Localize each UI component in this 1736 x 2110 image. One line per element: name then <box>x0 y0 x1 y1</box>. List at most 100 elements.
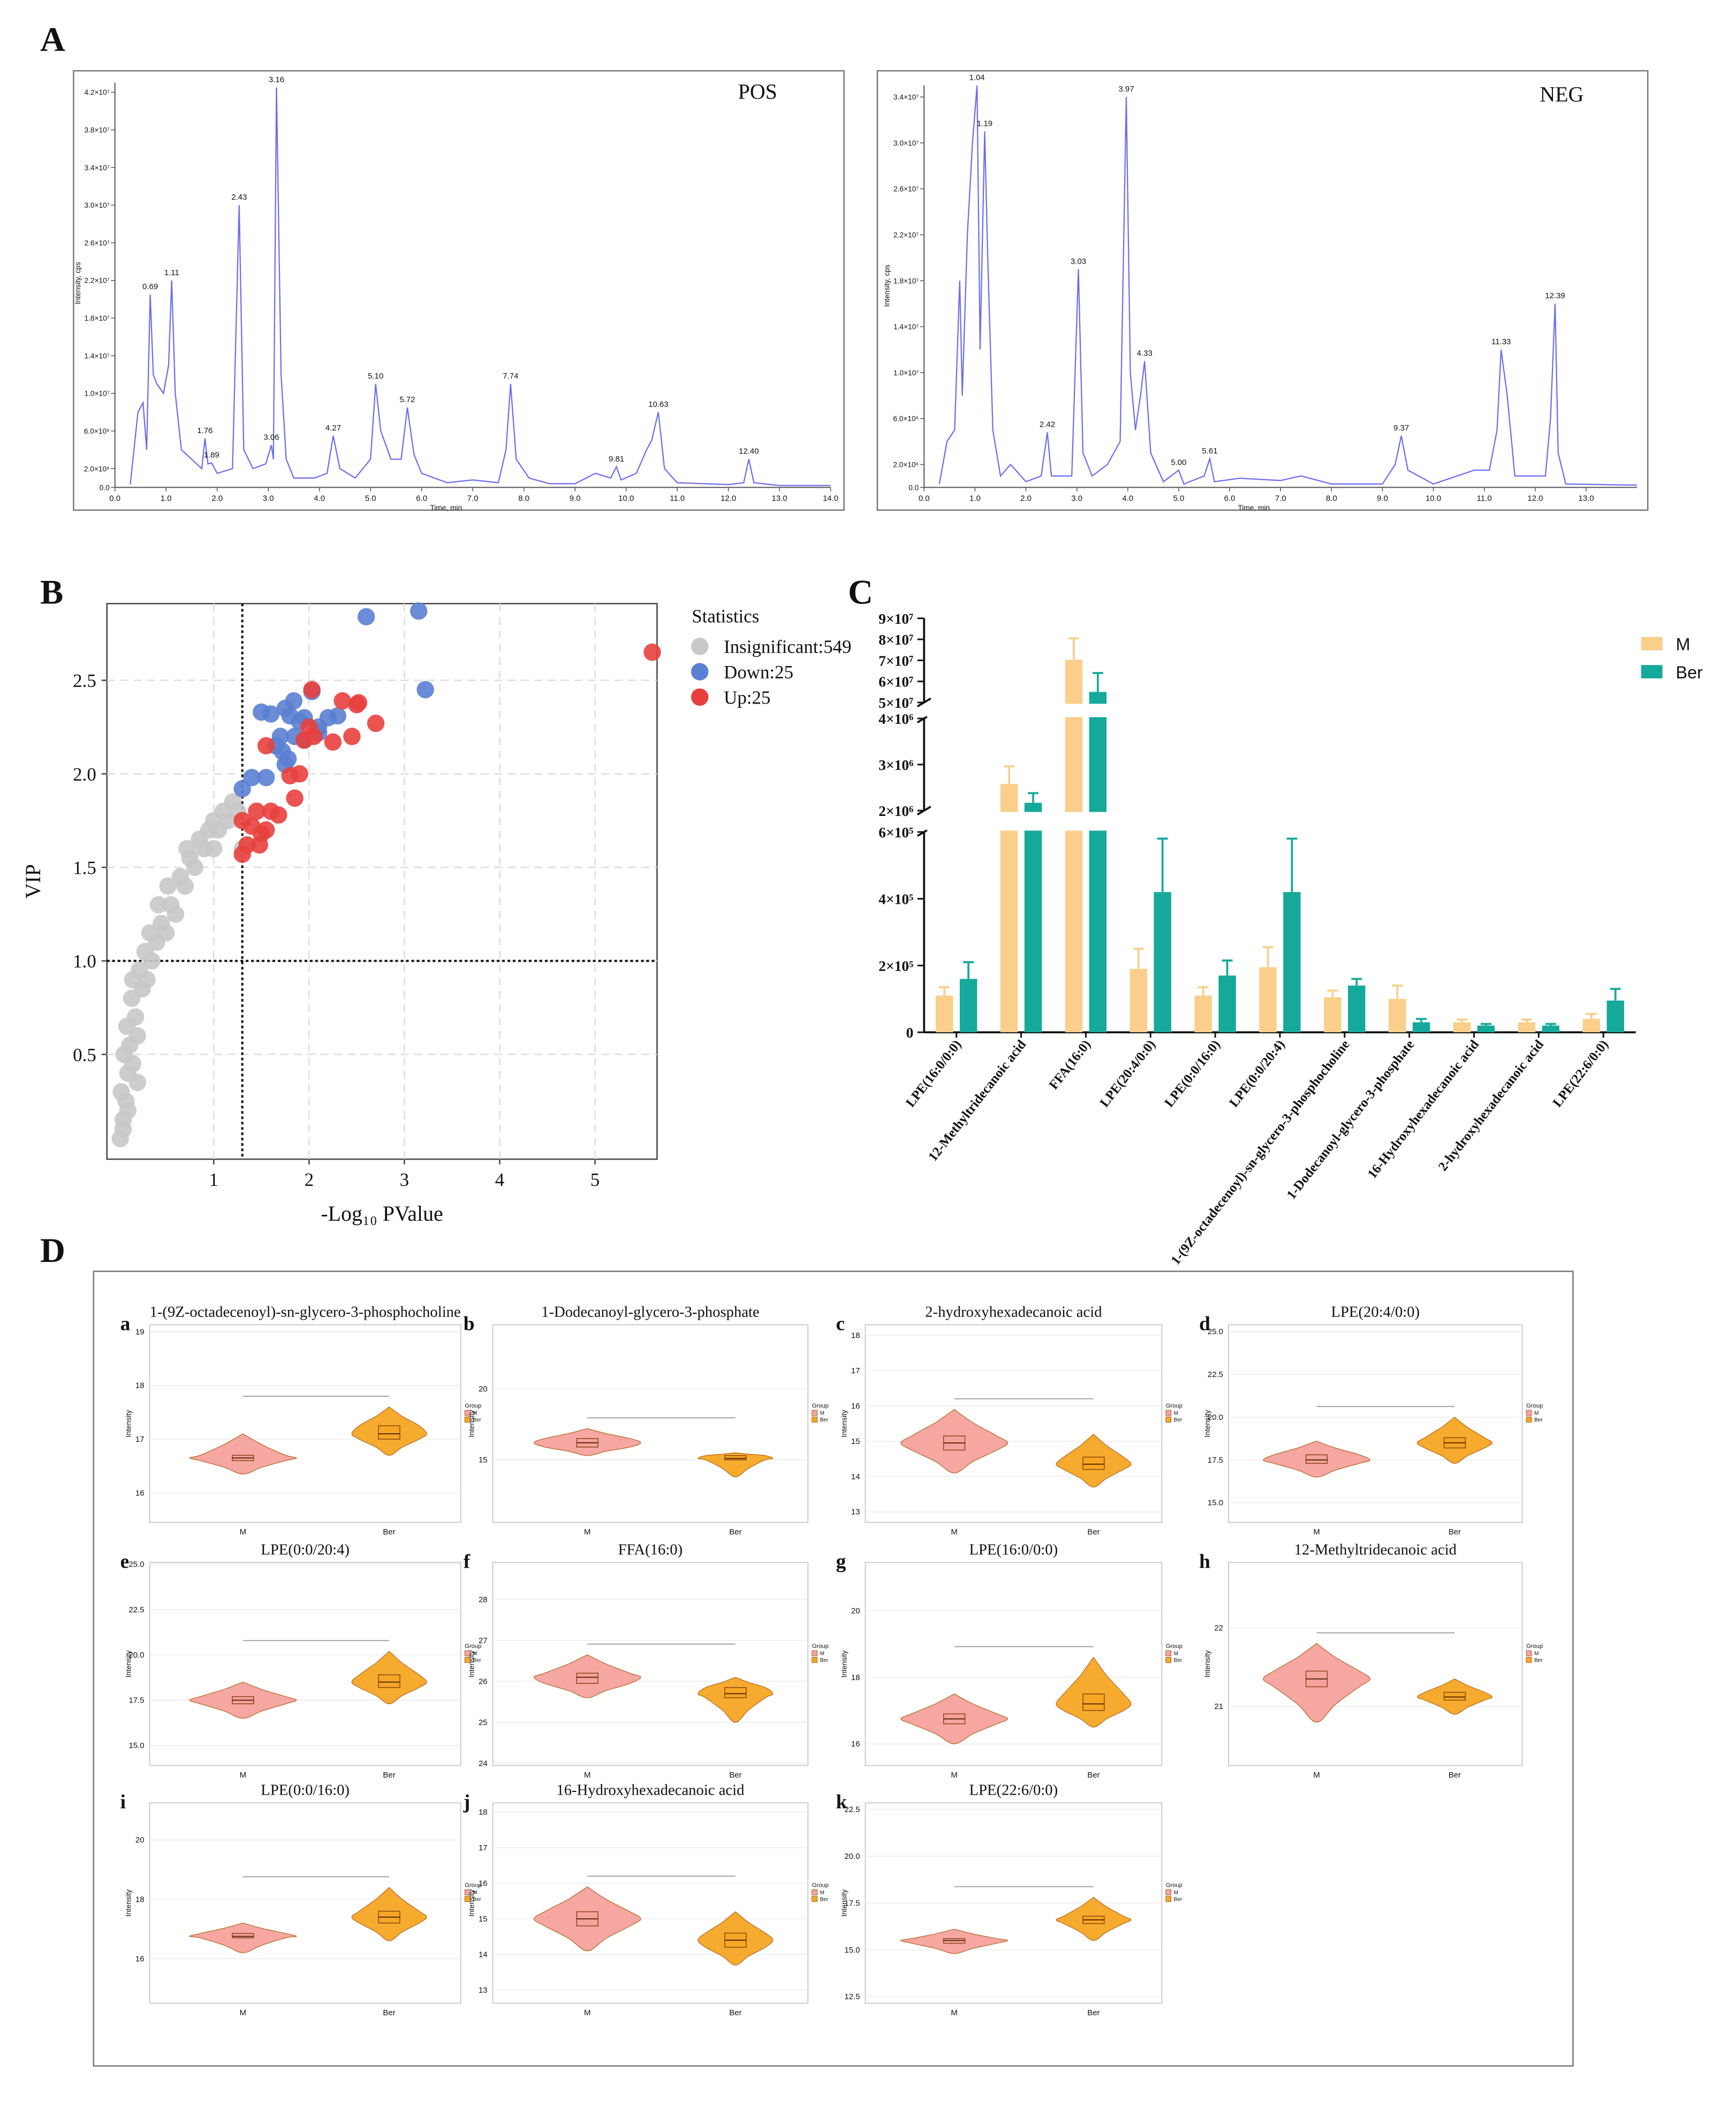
legend-label: Ber <box>820 1897 829 1903</box>
y-tick-label: 5×10⁷ <box>878 695 913 711</box>
point <box>143 952 161 970</box>
x-tick-label: M <box>584 1771 590 1780</box>
x-tick-label: Ber <box>729 2008 741 2017</box>
x-axis-label: Time, min <box>430 504 462 512</box>
y-tick-label: 1.8×10⁷ <box>893 277 919 285</box>
legend-swatch <box>1165 1889 1172 1895</box>
peak-label: 1.19 <box>977 119 992 128</box>
y-tick-label: 13 <box>479 1986 488 1995</box>
peak-label: 5.72 <box>399 395 415 404</box>
bar <box>1477 1025 1495 1033</box>
point <box>176 877 194 895</box>
point <box>350 694 368 712</box>
break-gap <box>927 704 1639 717</box>
y-tick-label: 19 <box>135 1327 145 1336</box>
violin <box>698 1677 774 1723</box>
x-tick-label: Ber <box>1087 2008 1100 2017</box>
point <box>257 769 275 786</box>
y-tick-label: 17.5 <box>128 1696 144 1705</box>
subplot-letter: k <box>836 1791 847 1813</box>
y-tick-label: 20.0 <box>128 1651 144 1660</box>
bar <box>1089 692 1107 1033</box>
legend-swatch <box>1526 1657 1532 1663</box>
peak-label: 12.40 <box>739 447 759 456</box>
bar <box>1218 975 1236 1033</box>
x-tick-label: M <box>951 1771 957 1780</box>
subplot-title: LPE(0:0/20:4) <box>261 1541 350 1558</box>
point <box>286 789 304 807</box>
x-tick-label: Ber <box>1087 1771 1100 1780</box>
x-tick-label: M <box>1313 1527 1320 1537</box>
point <box>128 1073 146 1092</box>
bar <box>1194 995 1212 1033</box>
x-tick-label: 14.0 <box>823 494 838 503</box>
x-tick-label: Ber <box>383 1527 395 1537</box>
point <box>114 1120 132 1138</box>
y-tick-label: 16 <box>851 1740 860 1749</box>
point <box>166 905 185 923</box>
bar <box>1065 660 1083 1033</box>
box <box>1305 1454 1328 1464</box>
y-tick-label: 12.5 <box>844 1992 860 2001</box>
x-tick-label: 11.0 <box>1477 494 1492 503</box>
box <box>378 1674 400 1688</box>
box <box>378 1425 400 1440</box>
y-tick-label: 9×10⁷ <box>878 611 913 627</box>
peak-label: 1.04 <box>969 73 985 82</box>
plot-area <box>1227 1324 1523 1523</box>
y-axis-label: Intensity, cps <box>883 264 891 307</box>
peak-label: 5.61 <box>1202 447 1217 456</box>
y-tick-label: 2.2×10⁷ <box>84 277 109 285</box>
y-tick-label: 2.5 <box>73 670 96 691</box>
legend-label: M <box>1676 635 1690 654</box>
x-tick-label: 13.0 <box>1579 494 1594 503</box>
legend-label: M <box>820 1411 824 1417</box>
point <box>141 924 159 942</box>
peak-label: 2.42 <box>1040 420 1055 429</box>
point <box>128 1027 146 1045</box>
y-tick-label: 16 <box>135 1954 145 1963</box>
point <box>233 780 251 798</box>
x-tick-label: 6.0 <box>1224 494 1235 503</box>
legend-swatch <box>464 1657 471 1663</box>
y-axis-label: VIP <box>21 864 45 898</box>
peak-label: 9.37 <box>1393 423 1409 433</box>
y-tick-label: 4×10⁶ <box>878 711 913 727</box>
subplot-title: 1-(9Z-octadecenoyl)-sn-glycero-3-phospho… <box>150 1303 461 1320</box>
point <box>159 877 177 895</box>
x-tick-label: M <box>584 1527 590 1537</box>
subplot-title: 1-Dodecanoyl-glycero-3-phosphate <box>541 1303 760 1320</box>
y-tick-label: 3.4×10⁷ <box>84 164 109 172</box>
legend-swatch <box>1165 1410 1172 1416</box>
subplot-letter: f <box>464 1551 471 1572</box>
y-tick-label: 15 <box>851 1437 860 1446</box>
y-tick-label: 1.4×10⁷ <box>893 323 919 331</box>
subplot-letter: i <box>120 1791 126 1813</box>
point <box>157 924 175 942</box>
x-tick-label: 5 <box>590 1169 600 1190</box>
legend-title: Group <box>812 1643 829 1650</box>
y-tick-label: 15.0 <box>844 1946 860 1955</box>
y-tick-label: 0.5 <box>73 1045 96 1065</box>
y-tick-label: 13 <box>851 1508 860 1517</box>
legend-label: M <box>1174 1890 1178 1896</box>
x-tick-label: 8.0 <box>518 494 529 503</box>
legend-label: M <box>820 1651 824 1657</box>
x-tick-label: 5.0 <box>365 494 376 503</box>
legend-label: M <box>1174 1651 1178 1657</box>
x-tick-label: 3.0 <box>263 494 274 503</box>
y-tick-label: 2.2×10⁷ <box>893 231 919 239</box>
legend-label: Ber <box>1174 1658 1182 1663</box>
legend-swatch <box>1165 1657 1172 1663</box>
legend-label: Ber <box>473 1658 481 1663</box>
y-tick-label: 16 <box>479 1879 488 1888</box>
point <box>126 1008 145 1026</box>
plot-area <box>865 1562 1163 1766</box>
x-axis-label: Time, min <box>1238 504 1270 512</box>
x-tick-label: 9.0 <box>1377 494 1388 503</box>
y-tick-label: 17 <box>851 1366 860 1375</box>
y-tick-label: 1.0×10⁷ <box>84 390 109 398</box>
y-tick-label: 3×10⁶ <box>878 757 913 773</box>
plot-area <box>106 603 658 1160</box>
y-tick-label: 14 <box>479 1950 488 1959</box>
